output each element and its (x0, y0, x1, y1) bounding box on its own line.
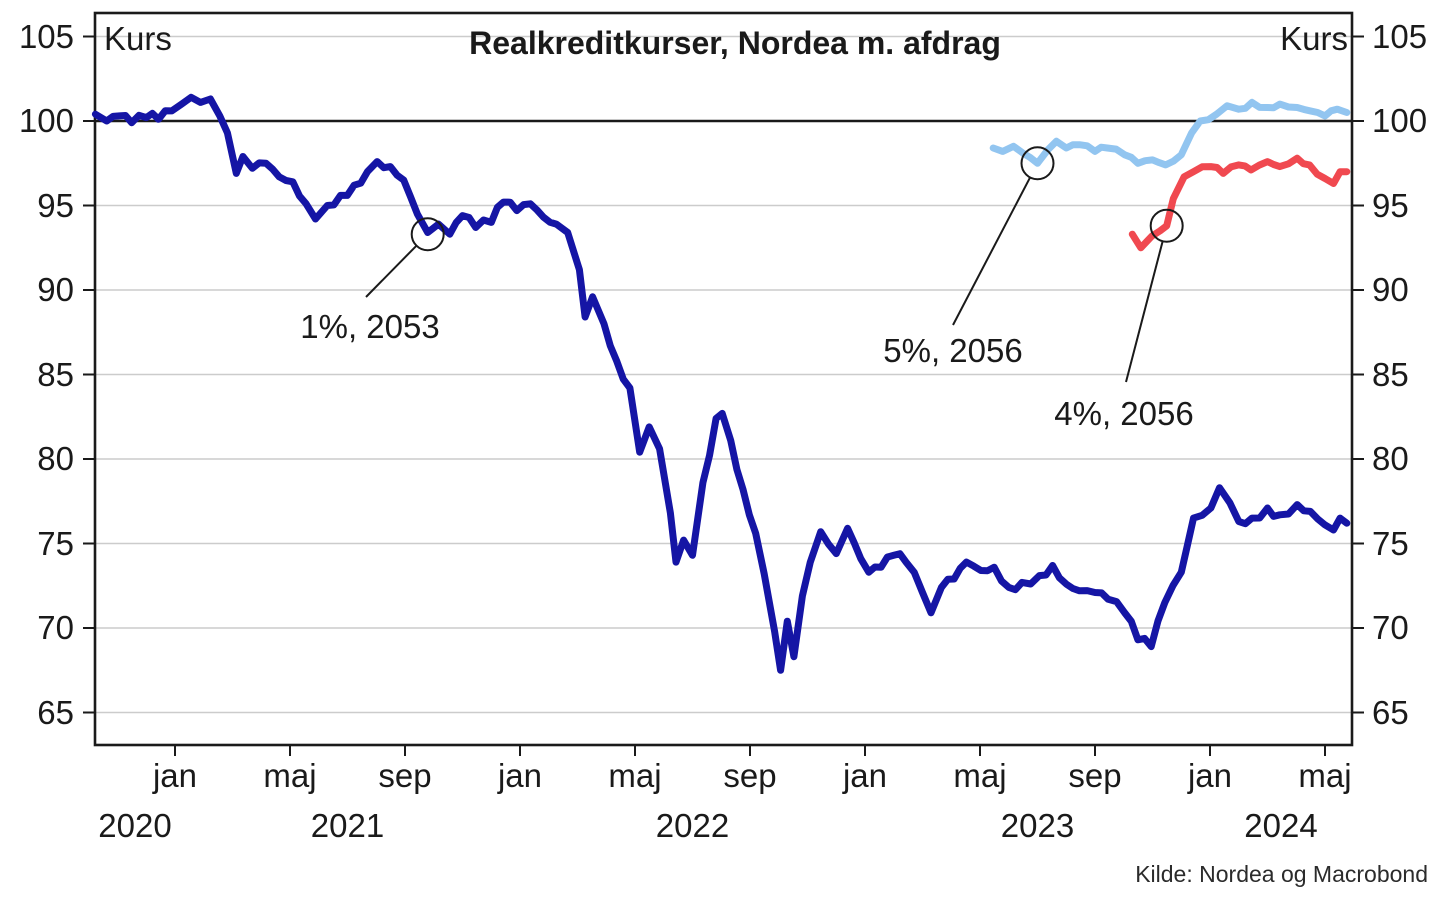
y-axis-unit-left: Kurs (104, 20, 172, 57)
x-year-label: 2022 (655, 807, 730, 844)
x-month-label: jan (497, 757, 543, 794)
annotation-leader-line (1125, 241, 1164, 383)
y-axis-label-right: 100 (1372, 102, 1428, 139)
y-axis-label-right: 65 (1372, 693, 1409, 731)
x-month-label: maj (1298, 757, 1352, 794)
y-axis-label-left: 80 (37, 440, 74, 477)
annotation-label-1pct-2053: 1%, 2053 (300, 308, 440, 345)
source-credit: Kilde: Nordea og Macrobond (1135, 861, 1428, 887)
annotation-label-5pct-2056: 5%, 2056 (883, 332, 1023, 369)
x-year-label: 2021 (310, 807, 385, 844)
series-line-5-2056 (989, 98, 1351, 169)
y-axis-label-right: 75 (1372, 524, 1409, 562)
y-axis-label-right: 70 (1372, 609, 1409, 646)
annotation-marker-circle (1020, 146, 1055, 181)
y-axis-label-left: 100 (18, 102, 74, 139)
annotation-label-4pct-2056: 4%, 2056 (1054, 395, 1194, 432)
y-axis-unit-right: Kurs (1280, 20, 1348, 57)
y-axis-label-left: 105 (18, 17, 74, 55)
y-axis-label-left: 85 (37, 355, 74, 393)
x-month-label: jan (1187, 757, 1233, 794)
x-month-label: maj (263, 757, 317, 794)
x-year-label: 2023 (1000, 807, 1075, 844)
y-axis-label-left: 95 (37, 186, 74, 224)
x-year-label: 2024 (1244, 807, 1318, 844)
y-axis-label-right: 95 (1372, 186, 1409, 224)
y-axis-label-right: 85 (1372, 355, 1409, 393)
series-line-4-2056 (1128, 154, 1351, 252)
x-month-label: jan (842, 757, 888, 794)
x-month-label: sep (1068, 757, 1122, 794)
plot-frame (93, 11, 1354, 747)
annotation-leader-line (365, 244, 418, 298)
annotation-leader-line (952, 176, 1031, 326)
y-axis-label-right: 90 (1372, 271, 1409, 308)
annotation-marker-circle (1149, 208, 1184, 243)
x-month-label: jan (152, 757, 198, 794)
y-axis-label-right: 105 (1372, 17, 1428, 55)
x-month-label: maj (608, 757, 662, 794)
chart-title: Realkreditkurser, Nordea m. afdrag (469, 25, 1001, 61)
x-year-label: 2020 (98, 807, 172, 844)
x-month-label: sep (723, 757, 777, 794)
y-axis-label-right: 80 (1372, 440, 1409, 477)
x-month-label: sep (378, 757, 432, 794)
series-line-1-2053 (91, 93, 1351, 674)
y-axis-label-left: 75 (37, 524, 74, 562)
x-month-label: maj (953, 757, 1007, 794)
annotation-marker-circle (410, 217, 445, 252)
y-axis-label-left: 90 (37, 271, 74, 308)
y-axis-label-left: 65 (37, 693, 74, 731)
y-axis-label-left: 70 (37, 609, 74, 646)
